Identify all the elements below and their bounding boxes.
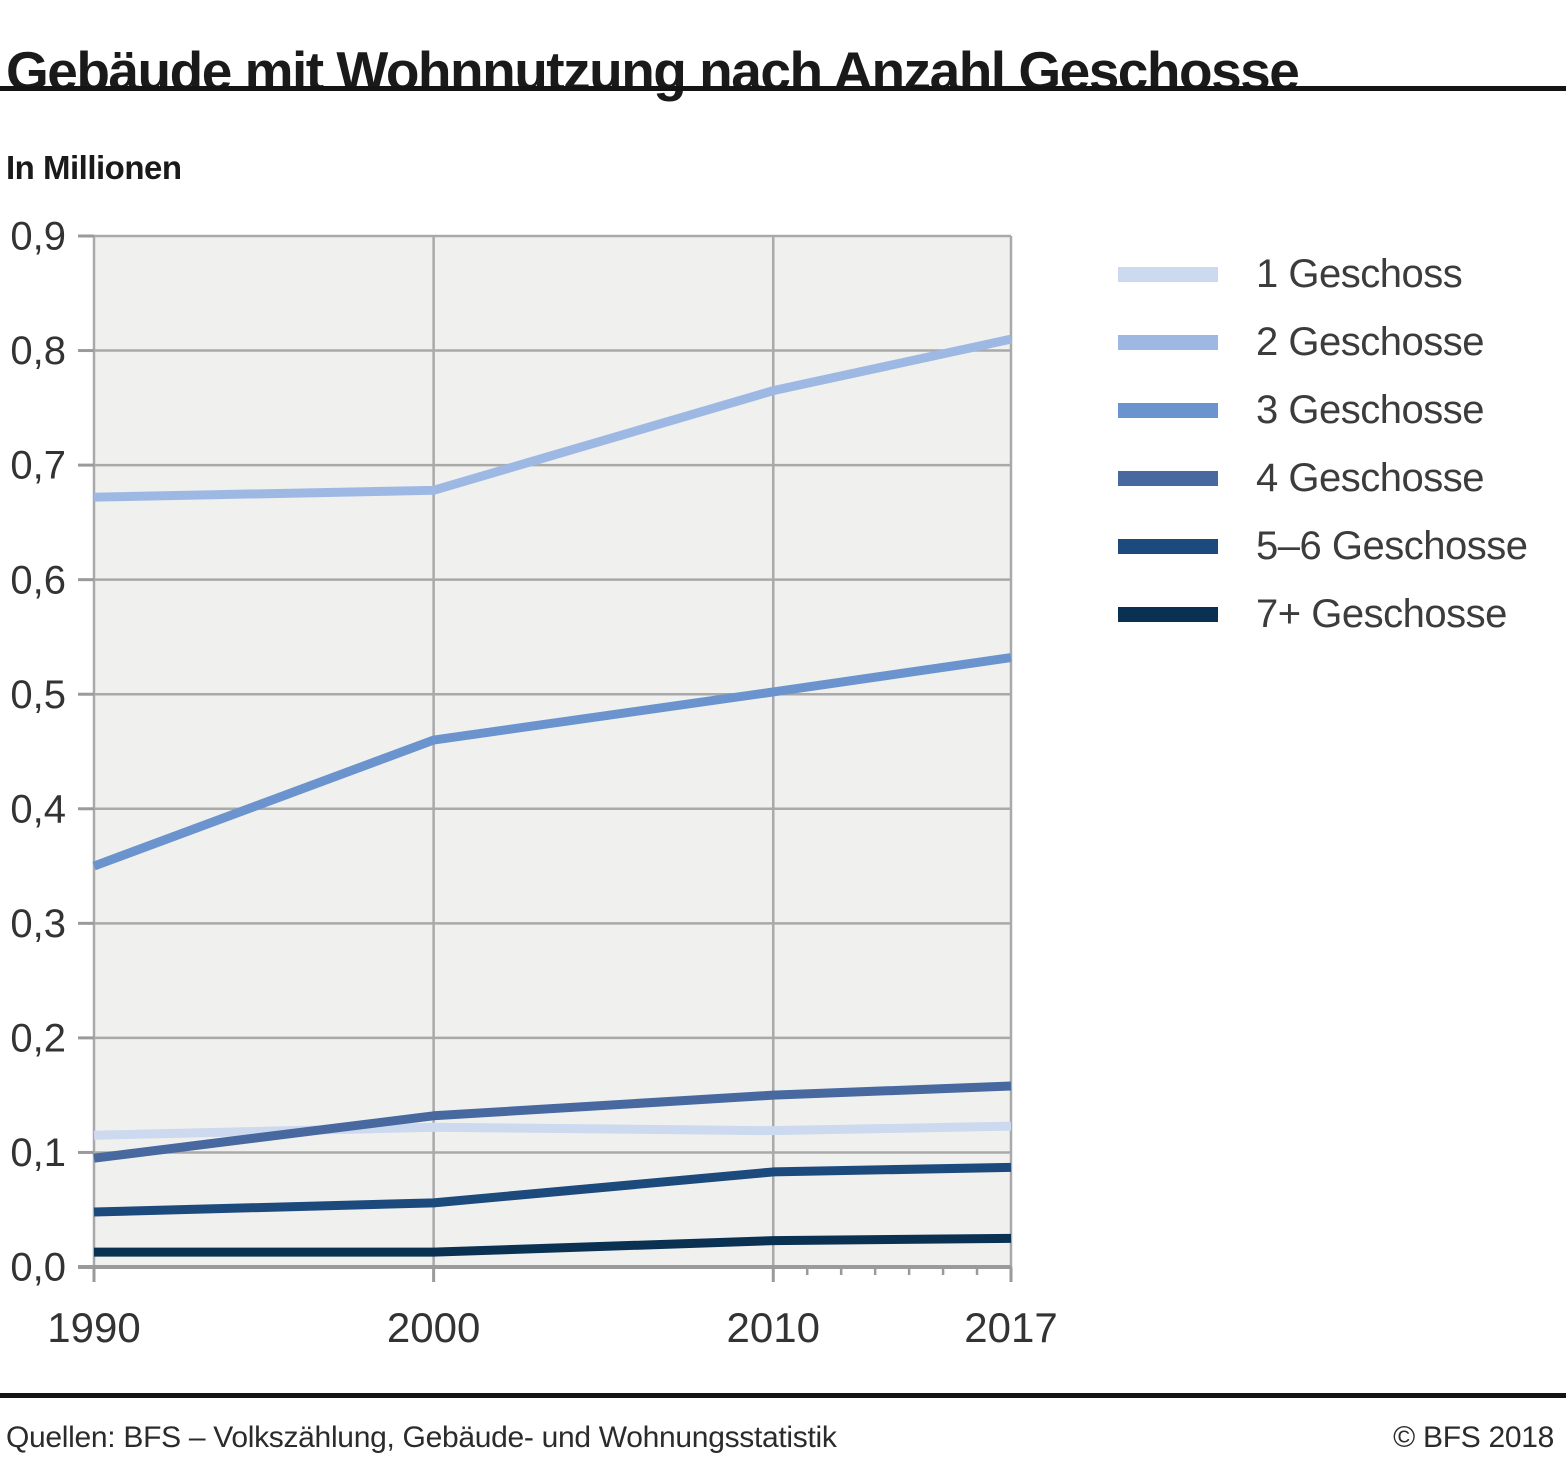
legend: 1 Geschoss 2 Geschosse 3 Geschosse 4 Gescho… (1118, 240, 1528, 648)
legend-item: 4 Geschosse (1118, 444, 1527, 512)
legend-swatch-icon (1118, 266, 1218, 282)
legend-swatch-icon (1118, 470, 1218, 486)
x-tick-label: 2000 (387, 1304, 480, 1351)
footer-divider (0, 1393, 1566, 1398)
series-line (94, 1233, 1012, 1257)
legend-item-label: 5–6 Geschosse (1256, 523, 1528, 568)
legend-swatch-icon (1118, 402, 1218, 418)
y-tick-label: 0,2 (10, 1016, 66, 1060)
title-divider (0, 86, 1566, 91)
y-tick-label: 0,9 (10, 215, 66, 259)
series-line (93, 1081, 1012, 1163)
legend-item: 5–6 Geschosse (1118, 512, 1528, 580)
chart-unit-label: In Millionen (6, 149, 182, 186)
source-text: Quellen: BFS – Volkszählung, Gebäude- un… (6, 1421, 837, 1454)
x-tick-label: 1990 (47, 1304, 140, 1351)
legend-item: 2 Geschosse (1118, 308, 1527, 376)
y-tick-label: 0,3 (10, 902, 66, 946)
series-line (93, 1162, 1012, 1217)
series-line (92, 653, 1012, 871)
x-tick-label: 2010 (727, 1304, 820, 1351)
x-tick-label: 2017 (964, 1304, 1057, 1351)
series-line (93, 334, 1012, 502)
legend-item-label: 3 Geschosse (1256, 387, 1484, 432)
legend-item-label: 1 Geschoss (1256, 251, 1463, 296)
series-line (93, 1121, 1012, 1140)
y-tick-label: 0,7 (10, 444, 66, 488)
y-tick-label: 0,8 (10, 329, 66, 373)
copyright-text: © BFS 2018 (1393, 1421, 1554, 1454)
y-tick-label: 0,1 (10, 1131, 66, 1175)
legend-swatch-icon (1118, 606, 1218, 622)
page-title: Gebäude mit Wohnnutzung nach Anzahl Gesc… (6, 39, 1300, 102)
legend-item: 3 Geschosse (1118, 376, 1527, 444)
legend-swatch-icon (1118, 538, 1218, 554)
legend-item-label: 2 Geschosse (1256, 319, 1484, 364)
legend-swatch-icon (1118, 334, 1218, 350)
y-tick-label: 0,4 (10, 787, 66, 831)
y-tick-label: 0,6 (10, 558, 66, 602)
legend-item-label: 4 Geschosse (1256, 455, 1484, 500)
y-tick-label: 0,0 (10, 1246, 66, 1290)
legend-item-label: 7+ Geschosse (1256, 591, 1507, 636)
y-tick-label: 0,5 (10, 673, 66, 717)
legend-item: 7+ Geschosse (1118, 580, 1527, 648)
legend-item: 1 Geschoss (1118, 240, 1527, 308)
